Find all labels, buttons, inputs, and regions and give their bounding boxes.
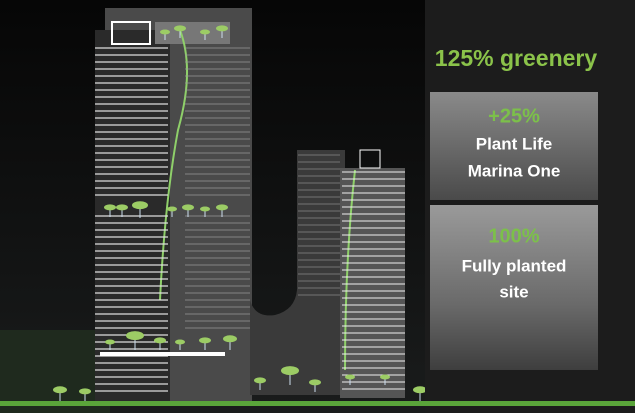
right-tower [340,168,405,398]
panel-value: 100% [488,225,539,247]
panel-box [430,92,598,200]
tree-crown [216,25,228,32]
right-crown [359,149,381,169]
tree-crown [126,331,144,341]
terrace [100,352,225,356]
panel-line: Plant Life [476,134,553,153]
panel-value: +25% [488,105,540,127]
tree-crown [105,339,115,345]
tree-crown [254,377,266,384]
tree-crown [380,374,390,380]
tree-crown [53,386,67,394]
ground-right [385,401,635,406]
tree-crown [154,337,166,344]
tree-crown [223,335,237,343]
tree-crown [79,388,91,395]
tree-crown [167,206,177,212]
panel-line: Marina One [468,161,561,180]
tree-crown [160,29,170,35]
panel-line: site [499,282,528,301]
tree-crown [281,366,299,376]
panel-box [430,205,598,370]
tree-crown [345,374,355,380]
green-facade [159,29,189,301]
tree-crown [309,379,321,386]
trees-left [0,330,110,413]
tree-crown [200,29,210,35]
ground [0,401,425,406]
sky-garden-top [155,22,230,44]
tree-crown [174,25,186,32]
tree-crown [132,201,148,210]
headline: 125% greenery [435,45,598,71]
crown [111,21,151,45]
tree-crown [199,337,211,344]
green-facade-right [344,169,356,371]
buildings [53,8,622,405]
tree-crown [413,386,427,394]
tree-crown [200,206,210,212]
tree-crown [116,204,128,211]
tree-crown [175,339,185,345]
tree-crown [182,204,194,211]
tree-crown [104,204,116,211]
tree-crown [216,204,228,211]
panel-line: Fully planted [462,256,567,275]
